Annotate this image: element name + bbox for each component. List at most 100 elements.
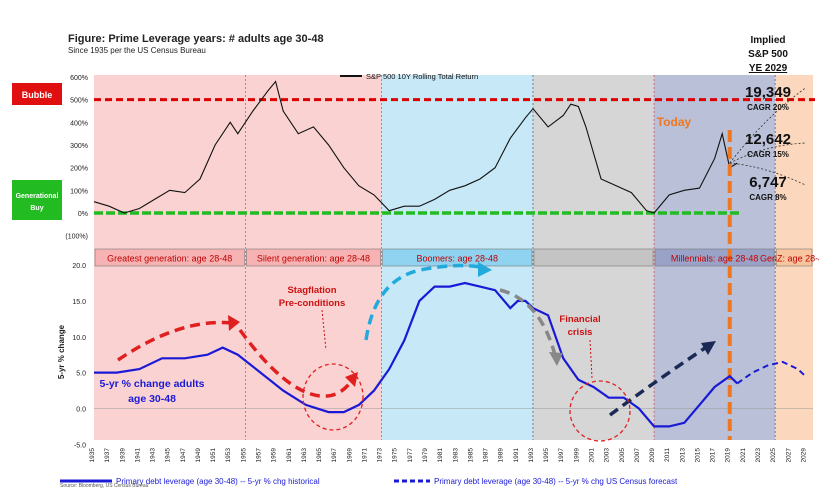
x-tick-label: 1939	[119, 448, 126, 463]
top-y-tick: 600%	[70, 75, 88, 82]
x-tick-label: 1963	[301, 448, 308, 463]
x-tick-label: 1967	[331, 448, 338, 463]
arrow-head	[478, 262, 492, 277]
implied-target-cagr: CAGR 15%	[747, 150, 789, 159]
bottom-y-tick: 10.0	[72, 335, 86, 342]
forecast-path	[729, 162, 806, 186]
x-tick-label: 2009	[649, 448, 656, 463]
implied-target-cagr: CAGR 8%	[749, 193, 786, 202]
bubble-label: Bubble	[22, 90, 53, 100]
x-tick-label: 1997	[558, 448, 565, 463]
x-tick-label: 2003	[604, 448, 611, 463]
generation-label: Greatest generation: age 28-48	[107, 254, 232, 264]
top-y-tick: 300%	[70, 143, 88, 150]
implied-target-cagr: CAGR 20%	[747, 103, 789, 112]
stagflation-label: Stagflation	[287, 285, 336, 296]
x-tick-label: 2023	[755, 448, 762, 463]
top-y-tick: 500%	[70, 98, 88, 105]
x-tick-label: 2015	[694, 448, 701, 463]
bottom-y-axis-title: 5-yr % change	[57, 324, 66, 379]
bottom-y-tick: 0.0	[76, 407, 86, 414]
bottom-y-tick: 20.0	[72, 263, 86, 270]
implied-sp500-title: S&P 500	[748, 49, 788, 60]
change-adults-label: age 30-48	[128, 393, 176, 405]
top-y-tick: (100%)	[65, 234, 88, 241]
arrow-head	[345, 372, 358, 387]
top-y-tick: 100%	[70, 188, 88, 195]
financial-crisis-circle	[569, 380, 631, 442]
generation-label: Boomers: age 28-48	[417, 254, 499, 264]
generational-buy-label: Generational	[16, 193, 59, 200]
x-tick-label: 1999	[573, 448, 580, 463]
financial-crisis-label: crisis	[568, 327, 593, 338]
arrow-head	[701, 341, 716, 355]
x-tick-label: 2021	[740, 448, 747, 463]
forecast-path	[729, 87, 806, 164]
implied-sp500-title: Implied	[750, 35, 785, 46]
generation-label-box	[94, 248, 245, 267]
sp500-rolling-return-line	[93, 80, 738, 214]
millennials-trend-arrow	[608, 346, 706, 417]
x-tick-label: 2007	[634, 448, 641, 463]
debt-leverage-forecast-line	[736, 360, 807, 385]
change-adults-label: 5-yr % change adults	[99, 378, 204, 390]
x-tick-label: 1955	[240, 448, 247, 463]
top-legend-label: S&P 500 10Y Rolling Total Return	[366, 72, 478, 81]
generation-label-box	[654, 248, 775, 267]
x-tick-label: 1945	[165, 448, 172, 463]
x-tick-label: 1991	[513, 448, 520, 463]
x-tick-label: 2017	[710, 448, 717, 463]
x-tick-label: 2011	[664, 448, 671, 462]
generation-label: Silent generation: age 28-48	[257, 254, 370, 264]
x-tick-label: 1961	[286, 448, 293, 463]
generational-buy-badge	[12, 180, 62, 220]
bottom-y-tick: 15.0	[72, 299, 86, 306]
genx-trend-arrow	[499, 288, 557, 356]
x-tick-label: 1979	[422, 448, 429, 463]
generation-label: Millennials: age 28-48	[671, 254, 759, 264]
x-tick-label: 1995	[543, 448, 550, 463]
x-tick-label: 1993	[528, 448, 535, 463]
stagflation-label: Pre-conditions	[279, 298, 346, 309]
legend-forecast-label: Primary debt leverage (age 30-48) -- 5-y…	[434, 477, 678, 486]
x-tick-label: 1941	[134, 448, 141, 463]
x-tick-label: 1947	[180, 448, 187, 463]
x-tick-label: 1977	[407, 448, 414, 463]
generation-label-box	[246, 248, 381, 267]
top-y-tick: 400%	[70, 120, 88, 127]
x-tick-label: 2013	[679, 448, 686, 463]
x-tick-label: 1957	[256, 448, 263, 463]
bottom-y-tick: -5.0	[74, 442, 86, 449]
x-tick-label: 1951	[210, 448, 217, 463]
stagflation-pointer	[321, 309, 327, 351]
generational-buy-label: Buy	[30, 205, 43, 212]
x-tick-label: 1959	[271, 448, 278, 463]
x-tick-label: 1971	[361, 448, 368, 463]
x-tick-label: 1953	[225, 448, 232, 463]
debt-leverage-historical-line	[94, 281, 739, 428]
source-note: Source: Bloomberg, US Census Bureau	[60, 483, 149, 488]
x-tick-label: 2027	[785, 448, 792, 463]
implied-sp500-title: YE 2029	[749, 63, 788, 74]
legend-historical-label: Primary debt leverage (age 30-48) -- 5-y…	[116, 477, 320, 486]
x-tick-label: 1943	[150, 448, 157, 463]
top-y-tick: 200%	[70, 166, 88, 173]
implied-target-value: 6,747	[749, 174, 787, 191]
page-subtitle: Since 1935 per the US Census Bureau	[68, 46, 206, 55]
x-tick-label: 1937	[104, 448, 111, 463]
generation-label: GenZ: age 28-48	[760, 254, 819, 264]
x-tick-label: 1983	[452, 448, 459, 463]
x-tick-label: 1965	[316, 448, 323, 463]
x-tick-label: 1981	[437, 448, 444, 463]
financial-crisis-label: Financial	[559, 314, 600, 325]
arrow-head	[228, 315, 240, 331]
x-tick-label: 1969	[346, 448, 353, 463]
x-tick-label: 1949	[195, 448, 202, 463]
generation-label-box	[533, 248, 654, 267]
x-tick-label: 2025	[770, 448, 777, 463]
implied-target-value: 12,642	[745, 131, 791, 148]
top-y-tick: 0%	[78, 211, 88, 218]
x-tick-label: 1975	[392, 448, 399, 463]
red-trend-arrow-rise	[117, 320, 233, 362]
